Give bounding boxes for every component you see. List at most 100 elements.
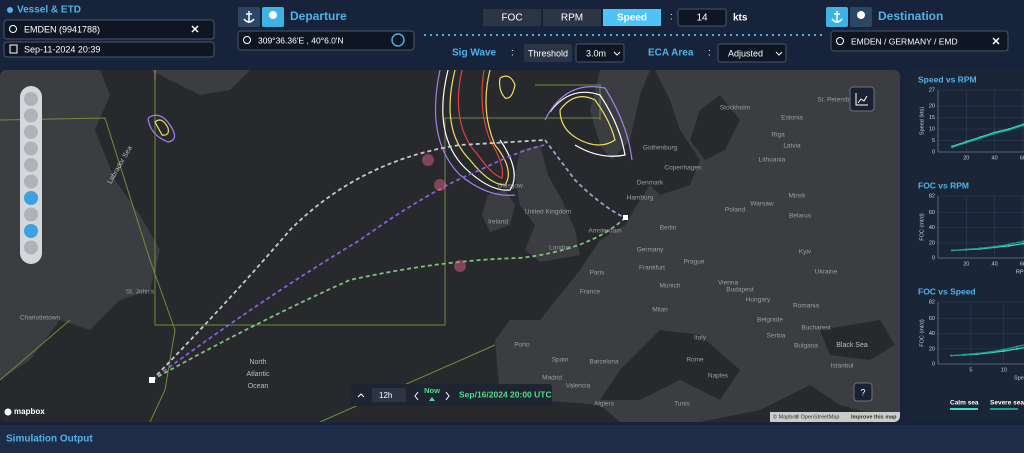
series-point	[1002, 348, 1005, 351]
tool-button[interactable]	[24, 174, 38, 189]
y-tick-label: 60	[929, 316, 935, 322]
search-icon	[243, 36, 251, 44]
map-label: Munich	[660, 283, 681, 290]
speed-input[interactable]	[677, 8, 727, 27]
separator: :	[670, 12, 673, 23]
destination-port: EMDEN / GERMANY / EMD	[851, 36, 958, 46]
timestamp: Sep/16/2024 20:00 UTC	[459, 389, 552, 399]
mode-tab[interactable]	[603, 9, 661, 26]
series-point	[1007, 129, 1010, 132]
tool-button[interactable]	[24, 92, 38, 106]
x-tick-label: 60	[1020, 261, 1024, 267]
map-label: Minsk	[789, 193, 807, 200]
attribution: © Mapbox	[773, 413, 798, 420]
destination-input[interactable]	[830, 30, 1009, 52]
map-label: Germany	[637, 247, 664, 254]
series-point	[965, 141, 968, 144]
series-point	[1007, 243, 1010, 246]
series-point	[993, 245, 996, 248]
mode-tab[interactable]	[543, 9, 601, 26]
legend-label[interactable]: Severe sea	[990, 400, 1024, 407]
clear-destination[interactable]	[992, 37, 1000, 45]
y-axis-label: FOC (mt/d)	[919, 319, 925, 347]
attribution-link[interactable]: Improve this map	[851, 414, 897, 420]
map-label: Copenhagen	[664, 165, 702, 172]
chart-title: FOC vs RPM	[918, 180, 969, 190]
map-label: Belgrade	[757, 317, 783, 324]
series-point	[951, 146, 954, 149]
chart-toggle[interactable]	[849, 86, 875, 112]
map-label: Italy	[694, 335, 707, 342]
anchor-icon	[243, 11, 255, 23]
vessel-title: Vessel & ETD	[17, 5, 81, 16]
map-label: Algiers	[594, 401, 615, 408]
threshold-select[interactable]	[575, 43, 625, 63]
series-point	[1021, 124, 1024, 127]
map-label: Prague	[684, 259, 705, 266]
map-label: Spain	[552, 357, 569, 364]
y-tick-label: 0	[932, 149, 935, 155]
black-sea	[820, 320, 895, 360]
y-tick-label: 82	[929, 193, 935, 199]
vessel-input[interactable]	[3, 19, 215, 40]
mode-tab-label: FOC	[501, 13, 522, 24]
collapse-button[interactable]	[357, 393, 365, 398]
tool-button[interactable]	[24, 125, 38, 139]
step-select[interactable]	[372, 388, 406, 402]
map-label: Ocean	[248, 383, 269, 390]
departure-input[interactable]	[237, 30, 415, 51]
locate-button[interactable]	[391, 33, 405, 47]
map-label: Kyiv	[799, 249, 812, 256]
departure-title: Departure	[290, 9, 347, 23]
map-label: Poland	[725, 207, 746, 214]
tool-button[interactable]	[24, 191, 38, 205]
map-label: Hungary	[746, 297, 771, 304]
tool-button[interactable]	[24, 240, 38, 255]
help-button[interactable]	[853, 382, 873, 402]
map-label: Hamburg	[627, 195, 654, 202]
tool-button[interactable]	[24, 141, 38, 156]
x-tick-label: 60	[1020, 155, 1024, 161]
tool-button[interactable]	[24, 108, 38, 123]
map-label: United Kingdom	[525, 209, 571, 216]
destination-title: Destination	[878, 9, 943, 23]
eca-select[interactable]	[717, 43, 787, 63]
series-point	[993, 132, 996, 135]
y-axis-label: Speed (kts)	[919, 107, 925, 135]
search-icon	[836, 37, 844, 45]
y-tick-label: 20	[929, 346, 935, 352]
y-tick-label: 10	[929, 126, 935, 132]
etd-input[interactable]	[3, 41, 215, 58]
map-label: France	[580, 289, 601, 296]
map-tools	[24, 92, 38, 255]
tool-button[interactable]	[24, 158, 38, 172]
hotspot	[422, 154, 434, 166]
speed-unit: kts	[733, 13, 748, 24]
legend-label[interactable]: Calm sea	[950, 400, 979, 407]
tool-button[interactable]	[24, 207, 38, 222]
eca-label: ECA Area	[648, 48, 694, 59]
now-label[interactable]: Now	[424, 386, 440, 395]
step-value: 12h	[379, 391, 392, 400]
x-tick-label: 10	[1001, 367, 1007, 373]
y-tick-label: 27	[929, 87, 935, 93]
vessel-icon	[7, 7, 13, 13]
series-point	[1002, 350, 1005, 353]
attribution: © OpenStreetMap	[795, 413, 839, 420]
hotspot	[434, 179, 446, 191]
map-label: Budapest	[726, 287, 754, 294]
map-label: Glasgow	[497, 183, 523, 190]
clear-vessel[interactable]	[191, 25, 199, 33]
vessel-name: EMDEN (9941788)	[24, 24, 100, 34]
y-tick-label: 20	[929, 240, 935, 246]
etd-value: Sep-11-2024 20:39	[24, 44, 100, 54]
map-label: Latvia	[783, 143, 801, 150]
mode-tab[interactable]	[483, 9, 541, 26]
series-point	[979, 247, 982, 250]
y-tick-label: 40	[929, 331, 935, 337]
tool-button[interactable]	[24, 224, 38, 238]
time-arrows[interactable]	[414, 391, 450, 401]
attribution-box	[770, 412, 900, 422]
mode-tab-label: RPM	[561, 13, 583, 24]
